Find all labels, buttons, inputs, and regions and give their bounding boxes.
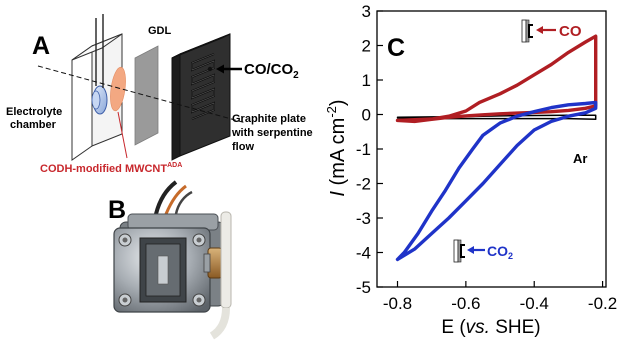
series-co-line [395,34,598,124]
co2-label: CO2 [487,243,513,261]
codh-pointer-line [117,111,128,159]
electrolyte-chamber [71,14,123,161]
x-axis: -0.8 -0.6 -0.4 -0.2 [383,281,617,313]
y-tick-label: -5 [356,278,371,297]
co2-label-sub: 2 [508,251,513,261]
y-tick-label: 3 [362,2,371,21]
x-axis-label: E (vs. SHE) [441,317,540,338]
codh-label-main: CODH-modified MWCNT [40,163,167,175]
co-label: CO [559,23,582,40]
y-label-symbol: I [327,191,349,197]
flow-cell-photo [113,180,232,340]
gas-inlet-port [207,66,213,72]
panel-c-chart: C -5 -4 -3 -2 -1 0 1 2 3 -0.8 -0.6 -0.4 -0.2 I (mA … [324,2,617,338]
series-co2-line [395,100,598,262]
graphite-label-line-3: flow [232,141,254,153]
electrolyte-label-line-2: chamber [10,119,57,131]
x-label-end: SHE) [490,317,541,338]
panel-b-letter: B [108,196,126,224]
x-label-start: E ( [441,317,466,338]
panel-a: A GDL CO/CO2 [6,14,313,175]
panel-b: B [108,180,232,340]
graphite-label-line-2: with serpentine [231,127,313,139]
co2-label-main: CO [487,243,508,259]
gas-label-main: CO/CO [244,61,294,78]
y-tick-label: -1 [356,140,371,159]
x-label-vs: vs. [466,317,490,338]
assembly-axis-line [37,65,247,124]
y-label-unit: (mA cm [327,118,349,191]
y-tick-label: -2 [356,175,371,194]
codh-label: CODH-modified MWCNTADA [40,162,182,175]
panel-c-letter: C [387,34,405,62]
y-label-close: ) [327,99,349,106]
gdl-label: GDL [148,25,172,37]
y-tick-label: 1 [362,71,371,90]
graphite-label-line-1: Graphite plate [232,113,306,125]
y-label-exponent: -2 [324,106,339,118]
x-tick-label: -0.4 [520,294,549,313]
codh-label-sup: ADA [167,162,182,169]
x-tick-label: -0.2 [588,294,617,313]
gas-label-sub: 2 [293,70,299,81]
y-axis: -5 -4 -3 -2 -1 0 1 2 3 [356,2,383,297]
y-tick-label: -3 [356,209,371,228]
co-electrode-icon [521,19,556,43]
y-tick-label: 0 [362,106,371,125]
series-layer [395,34,598,262]
gas-label: CO/CO2 [244,61,299,81]
ar-label: Ar [573,151,587,166]
graphite-plate [171,33,231,161]
co2-electrode-icon [453,239,485,263]
y-axis-label: I (mA cm-2) [324,99,349,196]
electrolyte-label-line-1: Electrolyte [6,106,62,118]
y-tick-label: -4 [356,244,371,263]
y-tick-label: 2 [362,37,371,56]
x-tick-label: -0.8 [383,294,412,313]
x-tick-label: -0.6 [451,294,480,313]
panel-a-letter: A [32,32,50,60]
